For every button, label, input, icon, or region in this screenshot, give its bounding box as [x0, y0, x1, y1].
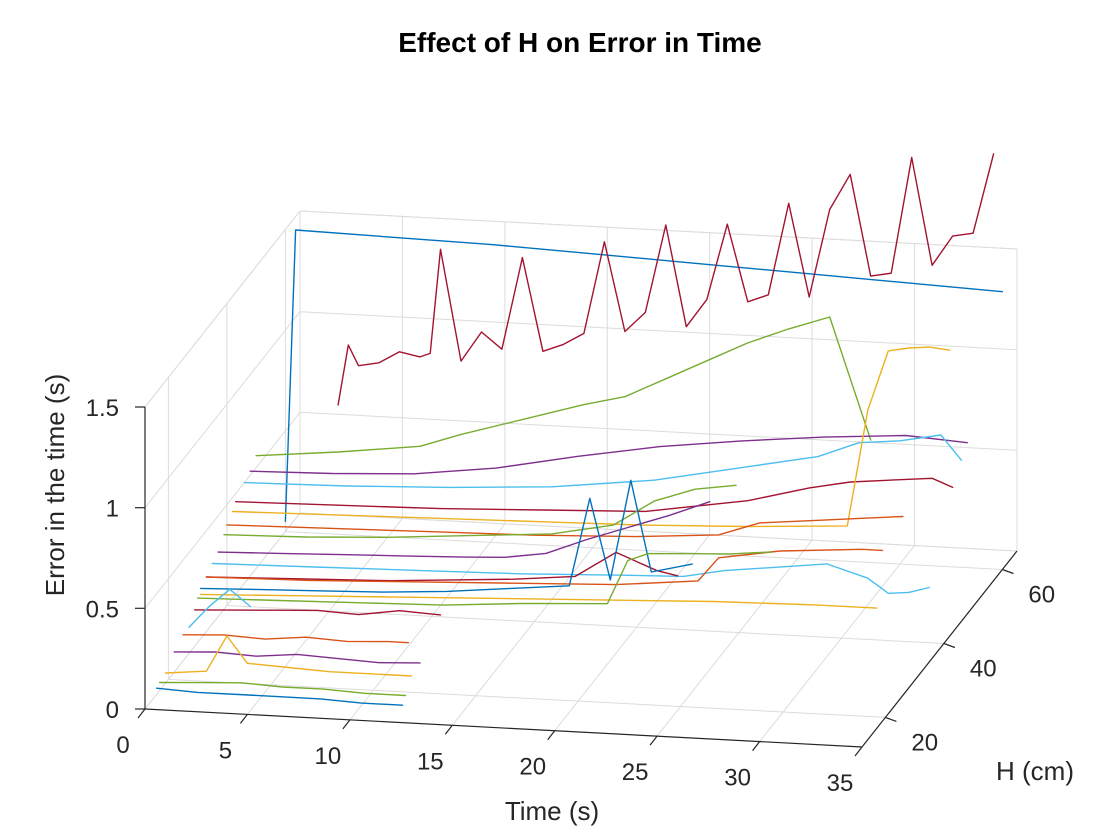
grid-line [247, 518, 403, 715]
x-tick-label: 30 [724, 765, 751, 792]
y-tick-mark [885, 716, 897, 722]
series-line-12 [205, 548, 884, 586]
grid-line [144, 210, 301, 408]
x-tick-label: 35 [827, 770, 854, 797]
grid-line [168, 678, 886, 718]
x-axis-label: Time (s) [505, 796, 599, 826]
y-tick-label: 60 [1028, 582, 1055, 609]
x-tick-label: 10 [315, 743, 342, 770]
y-tick-mark [1002, 568, 1014, 575]
series-line-9 [199, 479, 693, 593]
labels-layer: Effect of H on Error in Time Time (s) H … [40, 27, 1074, 826]
series-line-1 [155, 687, 404, 706]
series-line-5 [182, 634, 410, 644]
grid-line [299, 311, 1018, 351]
series-line-6 [188, 588, 252, 629]
x-tick-mark [444, 724, 453, 735]
series-line-3 [164, 635, 412, 677]
series-line-21 [255, 316, 872, 457]
x-tick-mark [239, 714, 248, 724]
x-tick-mark [752, 741, 761, 751]
series-line-8 [196, 551, 772, 606]
x-tick-label: 0 [116, 732, 129, 759]
series-line-16 [226, 515, 904, 538]
series-line-17 [231, 346, 951, 528]
grid-line [144, 411, 301, 609]
grid-line [144, 512, 301, 710]
x-tick-mark [342, 719, 351, 730]
series-line-10 [199, 593, 878, 609]
series-layer [155, 153, 1004, 706]
y-tick-label: 40 [970, 656, 997, 683]
grid-line [299, 512, 1018, 552]
z-tick-label: 1 [106, 496, 119, 523]
chart-title: Effect of H on Error in Time [398, 27, 762, 58]
axes-layer [135, 406, 1018, 757]
series-line-4 [173, 651, 421, 664]
z-tick-label: 0 [106, 697, 119, 724]
z-axis-label: Error in the time (s) [40, 374, 70, 597]
x-tick-label: 20 [519, 754, 546, 781]
z-tick-label: 1.5 [86, 395, 119, 422]
grid-line [285, 531, 1003, 570]
grid-line [144, 311, 301, 509]
series-line-20 [249, 434, 968, 475]
series-line-14 [217, 501, 711, 558]
grid-line [299, 411, 1018, 451]
x-tick-label: 15 [417, 748, 444, 775]
series-line-15 [223, 484, 737, 538]
grid-line [226, 605, 944, 644]
grid-line [299, 210, 1018, 250]
x-tick-label: 25 [622, 759, 649, 786]
x-tick-label: 5 [219, 737, 232, 764]
x-tick-mark [649, 735, 658, 746]
y-axis-line [861, 550, 1018, 748]
x-tick-mark [137, 708, 146, 719]
grid-line [451, 528, 608, 726]
x-axis-line [144, 708, 863, 748]
series-line-23 [284, 229, 1004, 523]
y-axis-label: H (cm) [996, 756, 1074, 786]
grid-layer [144, 210, 1018, 748]
z-tick-label: 0.5 [86, 596, 119, 623]
series-line-22 [337, 153, 995, 406]
grid-line [759, 545, 915, 742]
y-tick-mark [943, 642, 956, 649]
y-tick-label: 20 [911, 729, 938, 756]
series-line-7 [193, 609, 442, 616]
series-line-2 [158, 681, 407, 697]
x-tick-mark [854, 746, 863, 757]
grid-line [554, 534, 711, 732]
series-line-19 [243, 434, 963, 489]
x-tick-mark [547, 730, 556, 741]
grid-line [656, 539, 813, 737]
series-line-11 [205, 551, 679, 582]
series-line-18 [234, 477, 954, 513]
